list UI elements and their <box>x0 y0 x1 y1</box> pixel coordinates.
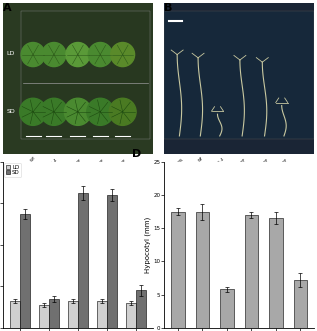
Bar <box>78 193 88 328</box>
Text: $35S::COP1^{WT}$-GFP
$/cop1$-4 #1: $35S::COP1^{WT}$-GFP $/cop1$-4 #1 <box>52 156 92 196</box>
Bar <box>136 290 146 328</box>
Circle shape <box>111 42 135 67</box>
Circle shape <box>64 98 91 125</box>
Bar <box>10 301 20 328</box>
Text: $35S::COP1^{L105A}$-GFP
$/cop1$-4 #1: $35S::COP1^{L105A}$-GFP $/cop1$-4 #1 <box>237 156 279 197</box>
Text: SD: SD <box>6 109 15 114</box>
Bar <box>196 212 209 328</box>
Text: A: A <box>3 3 12 13</box>
Text: $35S::COP1^{L170A}$-GFP
$/cop1$-4 #1: $35S::COP1^{L170A}$-GFP $/cop1$-4 #1 <box>94 156 137 199</box>
Text: B: B <box>165 3 173 13</box>
Circle shape <box>21 42 45 67</box>
Text: $35S::COP1^{L105A}$-GFP
$/cop1$-4 #1: $35S::COP1^{L105A}$-GFP $/cop1$-4 #1 <box>71 156 115 199</box>
Text: $35S::COP1^{WT}$-GFP
$/cop1$-4 #1: $35S::COP1^{WT}$-GFP $/cop1$-4 #1 <box>218 156 256 194</box>
Bar <box>21 11 150 139</box>
Bar <box>220 289 234 328</box>
Circle shape <box>88 42 112 67</box>
Bar <box>269 218 282 328</box>
Bar <box>165 11 314 139</box>
Text: $35S::COP1^{L170A}$-GFP
$/cop1$-4 #1: $35S::COP1^{L170A}$-GFP $/cop1$-4 #1 <box>257 156 298 197</box>
Bar <box>294 280 307 328</box>
Text: WT: WT <box>198 156 205 163</box>
Y-axis label: Hypocotyl (mm): Hypocotyl (mm) <box>144 217 151 273</box>
Bar <box>107 195 117 328</box>
Bar <box>39 305 49 328</box>
Circle shape <box>42 42 66 67</box>
Bar <box>68 301 78 328</box>
Text: WT: WT <box>30 156 37 163</box>
Bar <box>49 299 59 328</box>
Bar <box>20 214 30 328</box>
Text: $cop1$-4: $cop1$-4 <box>211 156 227 171</box>
Circle shape <box>109 98 136 125</box>
Bar <box>126 303 136 328</box>
Circle shape <box>20 98 47 125</box>
Legend: LD, SD: LD, SD <box>4 163 22 177</box>
Circle shape <box>41 98 68 125</box>
Text: LD: LD <box>6 51 15 56</box>
Circle shape <box>87 98 114 125</box>
Bar <box>171 212 185 328</box>
Circle shape <box>66 42 90 67</box>
Text: $hy5$-205: $hy5$-205 <box>169 156 187 173</box>
Bar <box>97 301 107 328</box>
Bar <box>245 215 258 328</box>
Text: D: D <box>132 149 141 159</box>
Text: $cop1$-4: $cop1$-4 <box>45 156 61 172</box>
